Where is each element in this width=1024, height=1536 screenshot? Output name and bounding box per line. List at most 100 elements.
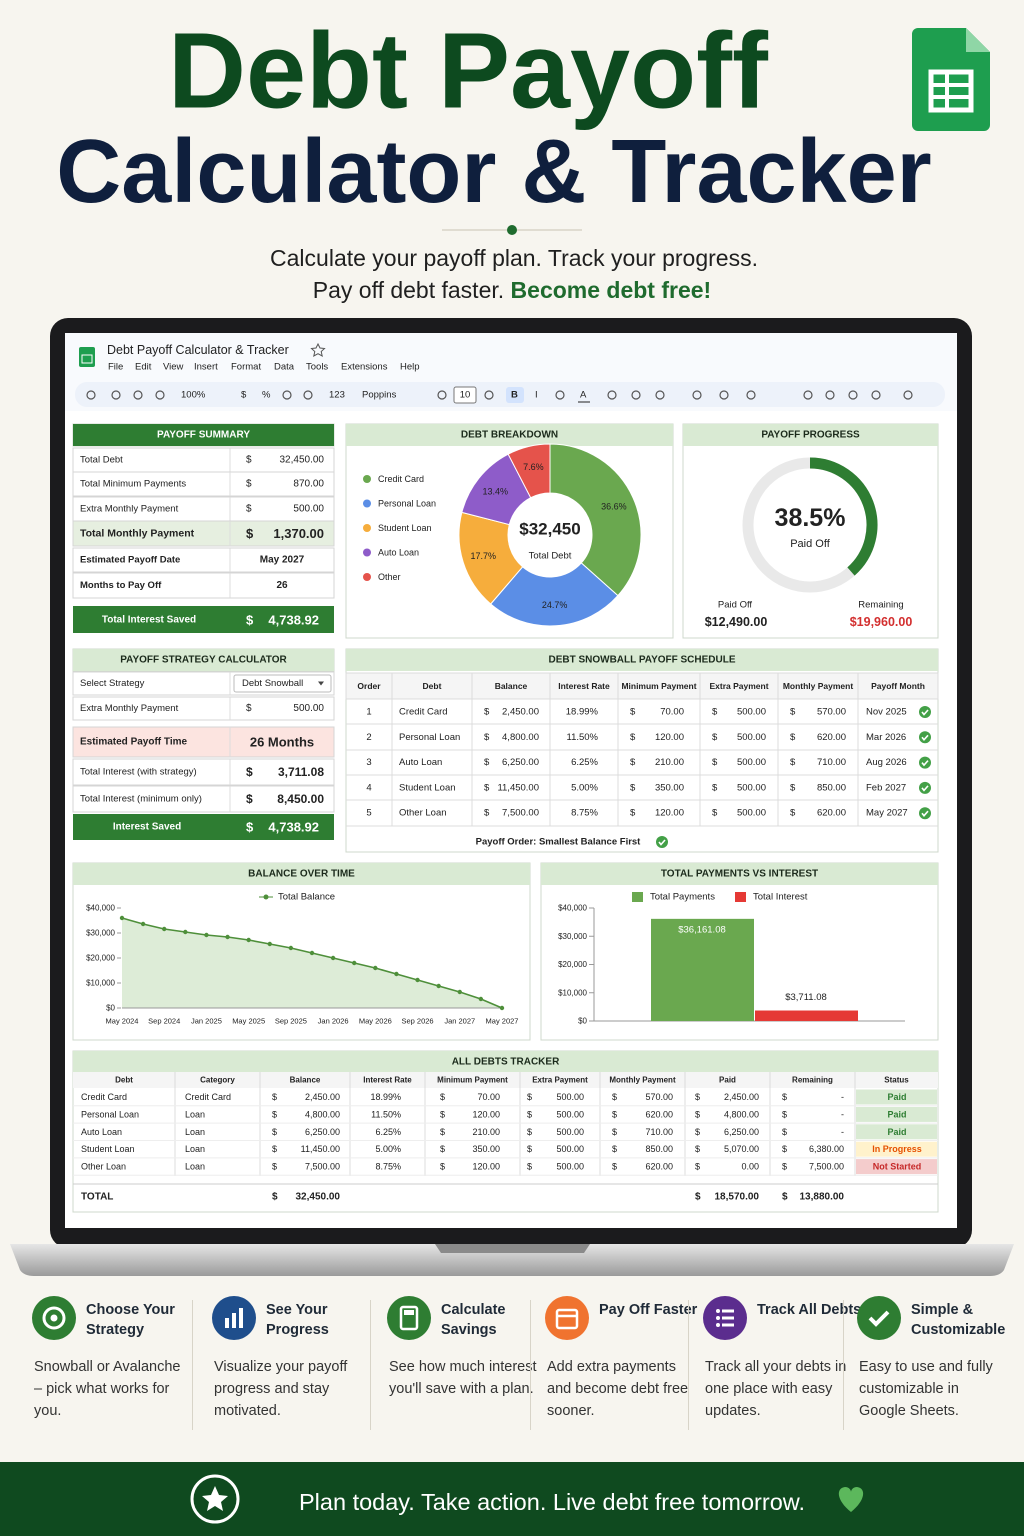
toolbar-item: % <box>262 390 271 401</box>
status: Paid <box>887 1127 906 1137</box>
value: 870.00 <box>293 479 324 490</box>
point <box>330 955 336 961</box>
value: 500.00 <box>556 1092 584 1102</box>
slice-label: 17.7% <box>470 551 496 561</box>
panel-title: DEBT SNOWBALL PAYOFF SCHEDULE <box>548 655 735 666</box>
check-mark <box>921 709 929 716</box>
label: Total Interest (minimum only) <box>80 794 202 805</box>
separator <box>370 1300 371 1430</box>
point <box>394 971 399 977</box>
title: Calculator & Tracker <box>56 122 931 222</box>
value: 70.00 <box>660 707 684 718</box>
label: 6.25% <box>375 1127 401 1137</box>
value-label: $3,711.08 <box>785 992 827 1003</box>
label: Total Minimum Payments <box>80 479 186 490</box>
font-size-box <box>453 386 477 404</box>
x-tick-label: Jan 2025 <box>191 1017 222 1026</box>
column-header: Paid <box>719 1076 736 1085</box>
cell-bg <box>72 758 335 786</box>
footer-star <box>202 1486 228 1511</box>
point <box>457 989 462 995</box>
feature-title: See Your Progress <box>266 1302 329 1338</box>
separator <box>843 1300 844 1430</box>
currency: $ <box>272 1109 277 1119</box>
legend-label: Personal Loan <box>378 499 436 509</box>
check-icon <box>919 807 931 820</box>
status: In Progress <box>872 1144 922 1154</box>
sheets-logo <box>912 28 990 131</box>
value: 4,800.00 <box>502 732 539 743</box>
toolbar-icon <box>803 390 813 400</box>
currency: $ <box>782 1127 787 1137</box>
value: 620.00 <box>817 732 846 743</box>
panel-title: PAYOFF SUMMARY <box>157 430 250 441</box>
currency: $ <box>630 757 636 768</box>
label: Mar 2026 <box>866 732 906 743</box>
x-tick-label: Sep 2024 <box>148 1017 180 1026</box>
toolbar-icon <box>871 390 881 400</box>
currency: $ <box>612 1162 617 1172</box>
star-icon <box>310 342 326 357</box>
label: 18.99% <box>370 1092 401 1102</box>
value: 570.00 <box>645 1092 673 1102</box>
currency: $ <box>527 1092 532 1102</box>
legend-label: Auto Loan <box>378 548 419 558</box>
menu-item: Data <box>274 362 295 373</box>
value: 70.00 <box>477 1092 500 1102</box>
toolbar-item: $ <box>241 390 247 401</box>
center-value: $32,450 <box>519 520 580 539</box>
label: Total Monthly Payment <box>80 528 195 540</box>
label: Paid Off <box>718 600 753 611</box>
label: Aug 2026 <box>866 757 907 768</box>
column-header: Payoff Month <box>871 681 925 691</box>
cell-bg <box>72 785 335 813</box>
toolbar-icon <box>282 390 292 400</box>
label: $ <box>246 765 253 779</box>
legend-swatch <box>363 499 371 508</box>
value: 4,800.00 <box>724 1109 759 1119</box>
cell-bg <box>72 520 335 547</box>
slice-label: 7.6% <box>523 462 544 472</box>
panel-header <box>73 863 530 885</box>
column-header: Monthly Payment <box>609 1076 676 1085</box>
check-icon <box>919 706 931 718</box>
status-badge <box>856 1106 937 1122</box>
value: $12,490.00 <box>705 615 768 629</box>
point <box>225 934 230 940</box>
value: 4,738.92 <box>268 820 319 835</box>
currency: $ <box>790 757 796 768</box>
feature-icon <box>32 1296 76 1340</box>
toolbar-item: 123 <box>329 390 345 401</box>
point <box>288 945 294 951</box>
legend-label: Total Balance <box>278 892 335 903</box>
divider-dot <box>507 225 517 235</box>
tagline: Calculate your payoff plan. Track your p… <box>270 245 758 271</box>
currency: $ <box>484 732 490 743</box>
currency: $ <box>612 1092 617 1102</box>
currency: $ <box>272 1144 277 1154</box>
currency: $ <box>440 1092 445 1102</box>
value: - <box>841 1109 844 1119</box>
toolbar-icon <box>607 390 617 400</box>
value: 210.00 <box>655 757 684 768</box>
value: 4,738.92 <box>268 613 319 628</box>
value: 710.00 <box>817 757 846 768</box>
label: Loan <box>185 1162 205 1172</box>
schedule-footer: Payoff Order: Smallest Balance First <box>476 837 642 848</box>
x-tick-label: May 2027 <box>486 1017 519 1026</box>
currency: $ <box>484 757 490 768</box>
label: Extra Monthly Payment <box>80 703 179 714</box>
label: Credit Card <box>81 1092 127 1102</box>
currency: $ <box>782 1162 787 1172</box>
value: 11,450.00 <box>497 782 539 793</box>
menu-item: Extensions <box>341 362 388 373</box>
check-mark <box>658 839 666 846</box>
status-badge <box>856 1124 937 1140</box>
column-header: Balance <box>495 681 528 691</box>
toolbar-item: 10 <box>460 390 471 401</box>
value: 500.00 <box>293 504 324 515</box>
tagline-part: Pay off debt faster. <box>313 277 504 303</box>
label: Months to Pay Off <box>80 580 162 591</box>
menu-item: File <box>108 362 123 373</box>
currency: $ <box>695 1144 700 1154</box>
